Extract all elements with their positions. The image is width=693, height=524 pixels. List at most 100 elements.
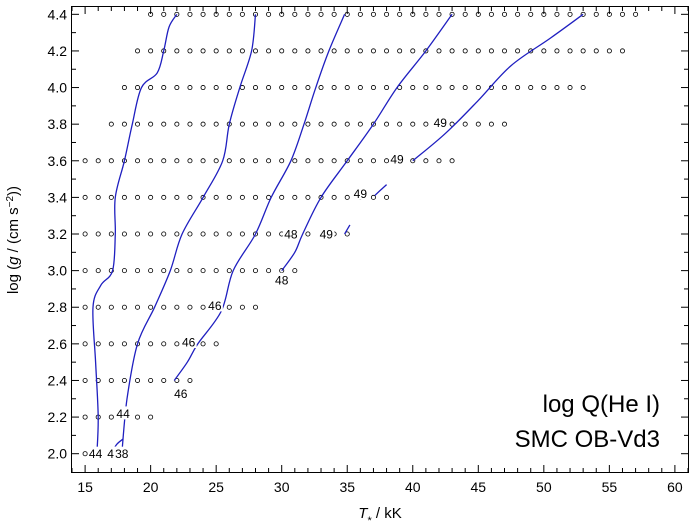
grid-point [305, 194, 311, 200]
y-tick-label: 3.6 [48, 153, 68, 169]
grid-point [161, 121, 167, 127]
grid-point [148, 377, 154, 383]
grid-point [397, 121, 403, 127]
grid-point [200, 121, 206, 127]
grid-point [266, 11, 272, 17]
grid-point [161, 158, 167, 164]
grid-point [462, 11, 468, 17]
grid-point [161, 194, 167, 200]
contour-label: 49 [390, 152, 404, 166]
grid-point [593, 48, 599, 54]
grid-point [200, 11, 206, 17]
grid-point [252, 304, 258, 310]
grid-point [161, 377, 167, 383]
x-tick-label: 25 [208, 479, 224, 495]
x-tick-label: 20 [143, 479, 159, 495]
grid-point [541, 85, 547, 91]
grid-point [331, 121, 337, 127]
grid-point [108, 231, 114, 237]
contour-label: 38 [115, 447, 129, 461]
grid-point [436, 85, 442, 91]
grid-point [135, 158, 141, 164]
grid-point [108, 341, 114, 347]
grid-point [410, 158, 416, 164]
contour-label-layer: 44433844464646484849494949 [87, 115, 449, 461]
grid-point [410, 11, 416, 17]
grid-point [305, 231, 311, 237]
grid-point [449, 158, 455, 164]
grid-point [239, 194, 245, 200]
grid-point [95, 194, 101, 200]
contour-line-48 [344, 224, 351, 235]
grid-point [515, 85, 521, 91]
grid-point [357, 48, 363, 54]
grid-point [331, 158, 337, 164]
grid-point [567, 48, 573, 54]
grid-point [397, 48, 403, 54]
grid-point [541, 11, 547, 17]
y-tick-label: 3.2 [48, 226, 68, 242]
grid-point [305, 85, 311, 91]
grid-point [226, 48, 232, 54]
grid-point [252, 48, 258, 54]
grid-point [148, 341, 154, 347]
grid-point [528, 48, 534, 54]
grid-point [580, 11, 586, 17]
grid-point [357, 121, 363, 127]
grid-point [252, 194, 258, 200]
grid-point [187, 158, 193, 164]
grid-point [95, 341, 101, 347]
grid-point [239, 158, 245, 164]
grid-point [305, 48, 311, 54]
contour-label-bg [273, 272, 290, 286]
grid-point [174, 121, 180, 127]
grid-point [213, 194, 219, 200]
grid-point [200, 231, 206, 237]
contour-label: 49 [434, 116, 448, 130]
grid-point [357, 158, 363, 164]
y-tick-label: 2.0 [48, 446, 68, 462]
grid-point [121, 304, 127, 310]
x-axis-title: T* / kK [358, 505, 401, 524]
grid-point [148, 11, 154, 17]
x-tick-label: 15 [77, 479, 93, 495]
grid-point [331, 194, 337, 200]
contour-label-bg [180, 335, 197, 349]
y-tick-label: 3.4 [48, 189, 68, 205]
grid-point [226, 268, 232, 274]
grid-point [148, 304, 154, 310]
grid-point [239, 11, 245, 17]
grid-point [187, 85, 193, 91]
contour-label: 46 [182, 336, 196, 350]
grid-point [200, 268, 206, 274]
grid-point [148, 85, 154, 91]
grid-point [200, 48, 206, 54]
grid-point [266, 48, 272, 54]
grid-point [331, 11, 337, 17]
grid-point [174, 268, 180, 274]
y-tick-label: 2.6 [48, 336, 68, 352]
grid-point [121, 231, 127, 237]
grid-point [187, 304, 193, 310]
grid-point [121, 268, 127, 274]
grid-point [135, 304, 141, 310]
grid-point [384, 158, 390, 164]
grid-point [619, 11, 625, 17]
grid-point [148, 231, 154, 237]
grid-point [528, 85, 534, 91]
grid-point [279, 85, 285, 91]
grid-point [292, 194, 298, 200]
grid-point [318, 121, 324, 127]
grid-point [357, 85, 363, 91]
grid-point [161, 268, 167, 274]
grid-point [344, 85, 350, 91]
grid-point [502, 85, 508, 91]
grid-point [135, 121, 141, 127]
grid-point [462, 121, 468, 127]
grid-point [370, 11, 376, 17]
grid-point [213, 158, 219, 164]
grid-point [108, 158, 114, 164]
grid-point [344, 121, 350, 127]
grid-point [187, 11, 193, 17]
